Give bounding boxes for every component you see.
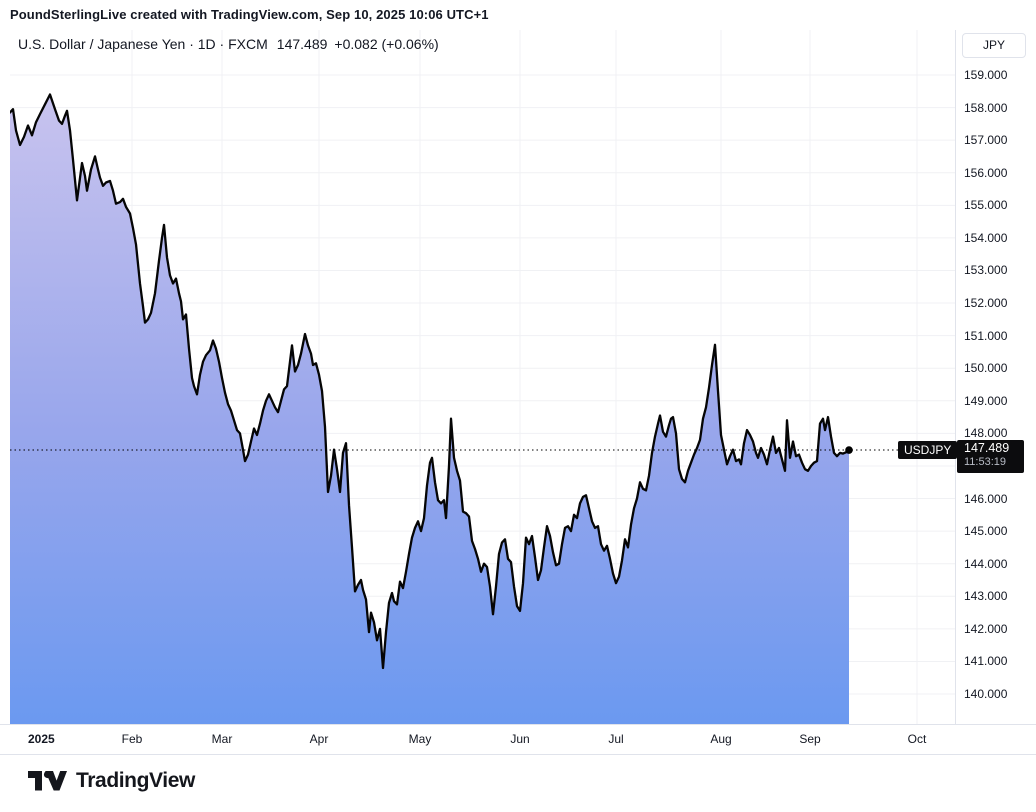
price-tick-label: 151.000: [964, 328, 1008, 343]
last-price-time: 11:53:19: [964, 456, 1007, 469]
price-tick-label: 143.000: [964, 589, 1008, 604]
price-tick-label: 153.000: [964, 263, 1008, 278]
price-tick-label: 157.000: [964, 133, 1008, 148]
time-tick-label: Oct: [907, 732, 927, 746]
tradingview-logo-icon: [28, 771, 67, 791]
area-fill: [10, 94, 849, 724]
currency-toggle-button[interactable]: JPY: [962, 33, 1026, 58]
price-tick-label: 141.000: [964, 654, 1008, 669]
last-price-dot: [845, 446, 853, 454]
price-tick-label: 145.000: [964, 524, 1008, 539]
price-tick-label: 155.000: [964, 198, 1008, 213]
last-price-badge: 147.489 11:53:19: [957, 440, 1024, 474]
area-chart-canvas[interactable]: [10, 30, 955, 724]
price-tick-label: 159.000: [964, 68, 1008, 82]
legend-last-price: 147.489: [276, 36, 328, 52]
symbol-title: U.S. Dollar / Japanese Yen · 1D · FXCM: [18, 36, 268, 52]
price-axis[interactable]: JPY 159.000 158.000 157.000 156.000 155.000 1…: [955, 30, 1036, 753]
price-tick-label: 158.000: [964, 100, 1008, 115]
tradingview-logo[interactable]: TradingView: [28, 768, 195, 794]
last-price-value: 147.489: [964, 441, 1010, 456]
time-tick-label: Feb: [121, 732, 143, 746]
chart-legend: U.S. Dollar / Japanese Yen · 1D · FXCM 14…: [18, 36, 439, 52]
time-tick-label: Mar: [211, 732, 233, 746]
chart-container: U.S. Dollar / Japanese Yen · 1D · FXCM 14…: [0, 30, 1036, 755]
last-price-symbol-badge: USDJPY: [898, 441, 958, 460]
time-tick-label: Jun: [510, 732, 530, 746]
time-tick-label: Jul: [608, 732, 624, 746]
price-tick-label: 140.000: [964, 687, 1008, 702]
price-tick-label: 149.000: [964, 393, 1008, 408]
credit-line: PoundSterlingLive created with TradingVi…: [10, 7, 489, 22]
chart-plot-area[interactable]: [10, 30, 955, 724]
price-tick-label: 142.000: [964, 621, 1008, 636]
price-tick-label: 156.000: [964, 165, 1008, 180]
price-tick-label: 148.000: [964, 426, 1008, 441]
time-tick-label: Sep: [799, 732, 821, 746]
price-line: [10, 93, 851, 670]
time-tick-label: Apr: [309, 732, 329, 746]
time-axis[interactable]: 2025 Feb Mar Apr May Jun Jul Aug Sep Oct: [0, 724, 1036, 755]
price-tick-label: 150.000: [964, 361, 1008, 376]
time-tick-label: May: [408, 732, 432, 746]
tradingview-logo-text: TradingView: [76, 769, 195, 792]
price-tick-label: 146.000: [964, 491, 1008, 506]
price-tick-label: 144.000: [964, 556, 1008, 571]
time-tick-year: 2025: [28, 732, 55, 746]
legend-change: +0.082 (+0.06%): [334, 36, 439, 52]
price-tick-label: 154.000: [964, 230, 1008, 245]
price-tick-label: 152.000: [964, 296, 1008, 311]
time-tick-label: Aug: [710, 732, 732, 746]
